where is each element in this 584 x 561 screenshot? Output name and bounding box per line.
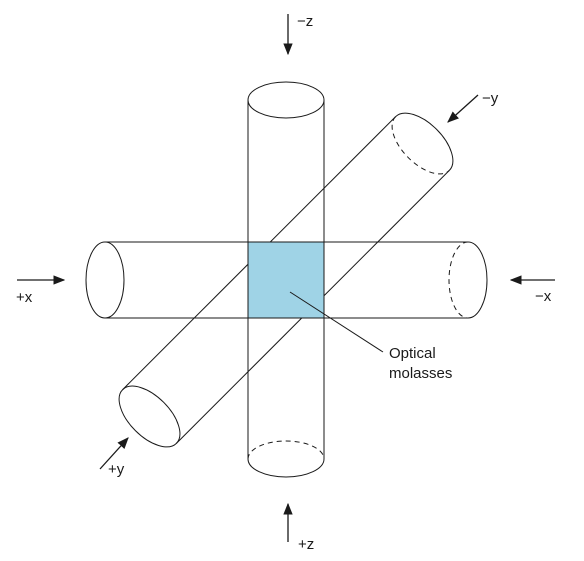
label-minus-y: −y xyxy=(482,90,499,107)
z-beam-bottom-end-hidden xyxy=(248,441,324,459)
label-minus-z: −z xyxy=(297,13,313,30)
x-beam-far-end-front xyxy=(468,242,487,318)
callout-leader-line xyxy=(290,292,383,352)
y-beam-far-end-front xyxy=(396,103,464,171)
label-minus-x: −x xyxy=(535,288,552,305)
x-beam-near-end xyxy=(86,242,124,318)
z-beam-bottom-end-front xyxy=(248,459,324,477)
x-beam-far-end-hidden xyxy=(449,242,468,318)
callout-label-line2: molasses xyxy=(389,365,452,382)
z-beam-top-end xyxy=(248,82,324,118)
label-plus-y: +y xyxy=(108,461,125,478)
label-plus-z: +z xyxy=(298,536,314,553)
label-plus-x: +x xyxy=(16,289,33,306)
y-beam-far-end-hidden xyxy=(381,117,449,185)
arrow-minus-y xyxy=(448,95,478,122)
callout-label-line1: Optical xyxy=(389,345,436,362)
